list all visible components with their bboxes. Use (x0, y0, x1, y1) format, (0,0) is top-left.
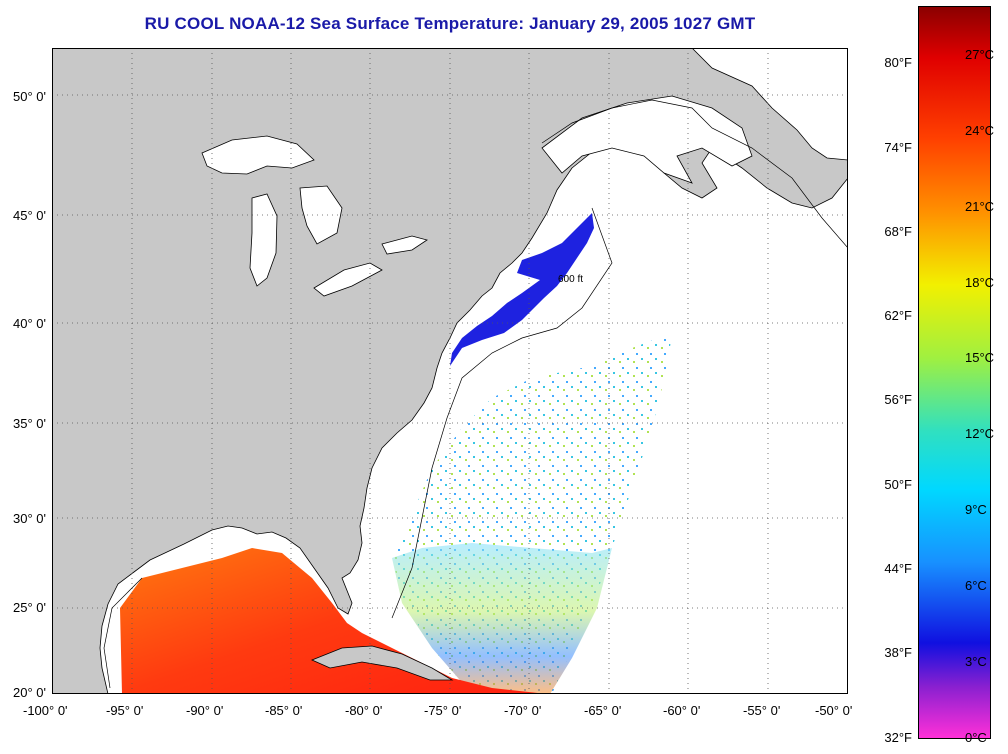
gulf-of-mexico-warm-water (120, 548, 547, 694)
colorbar-c-tick-3: 3°C (965, 654, 987, 669)
colorbar-f-tick-80: 80°F (884, 55, 912, 70)
lon-tick-65: -65° 0' (584, 703, 622, 718)
colorbar-c-tick-18: 18°C (965, 275, 995, 290)
lake-huron (299, 185, 343, 245)
colorbar-f-tick-38: 38°F (884, 645, 912, 660)
colorbar-c-tick-12: 12°C (965, 426, 995, 441)
colorbar-f-tick-68: 68°F (884, 224, 912, 239)
lake-erie (313, 262, 383, 297)
lake-michigan (249, 193, 278, 287)
lon-tick-75: -75° 0' (424, 703, 462, 718)
temperature-colorbar (918, 6, 991, 739)
lat-tick-20: 20° 0' (13, 685, 46, 700)
colorbar-gradient (919, 7, 990, 738)
colorbar-f-tick-32: 32°F (884, 730, 912, 745)
lon-tick-70: -70° 0' (504, 703, 542, 718)
cuba-island (310, 645, 454, 681)
colorbar-c-tick-9: 9°C (965, 502, 987, 517)
colorbar-c-tick-15: 15°C (965, 350, 995, 365)
isobath-label: 600 ft (558, 274, 583, 285)
gulf-of-st-lawrence (541, 95, 753, 184)
land-north-america (52, 48, 848, 694)
lake-superior (201, 135, 315, 175)
colorbar-c-tick-27: 27°C (965, 47, 995, 62)
colorbar-f-tick-74: 74°F (884, 140, 912, 155)
colorbar-f-tick-56: 56°F (884, 392, 912, 407)
lon-tick-55: -55° 0' (743, 703, 781, 718)
colorbar-f-tick-50: 50°F (884, 477, 912, 492)
colorbar-c-tick-0: 0°C (965, 730, 987, 745)
lat-tick-50: 50° 0' (13, 89, 46, 104)
isobath-600ft (103, 99, 848, 689)
colorbar-f-tick-62: 62°F (884, 308, 912, 323)
sst-map: 600 ft (52, 48, 848, 694)
lat-tick-35: 35° 0' (13, 416, 46, 431)
lon-tick-80: -80° 0' (345, 703, 383, 718)
lat-tick-45: 45° 0' (13, 208, 46, 223)
colorbar-c-tick-21: 21°C (965, 199, 995, 214)
atlantic-warm-band (392, 543, 612, 694)
lake-ontario (381, 235, 428, 255)
colorbar-c-tick-24: 24°C (965, 123, 995, 138)
lat-tick-25: 25° 0' (13, 600, 46, 615)
lon-tick-90: -90° 0' (186, 703, 224, 718)
cold-coastal-water (450, 213, 594, 366)
lat-tick-40: 40° 0' (13, 316, 46, 331)
lat-tick-30: 30° 0' (13, 511, 46, 526)
map-title: RU COOL NOAA-12 Sea Surface Temperature:… (144, 14, 756, 33)
map-frame (52, 48, 848, 694)
colorbar-c-tick-6: 6°C (965, 578, 987, 593)
lon-tick-85: -85° 0' (265, 703, 303, 718)
colorbar-f-tick-44: 44°F (884, 561, 912, 576)
lon-tick-100: -100° 0' (23, 703, 68, 718)
lon-tick-50: -50° 0' (815, 703, 853, 718)
lon-tick-60: -60° 0' (663, 703, 701, 718)
lon-tick-95: -95° 0' (106, 703, 144, 718)
